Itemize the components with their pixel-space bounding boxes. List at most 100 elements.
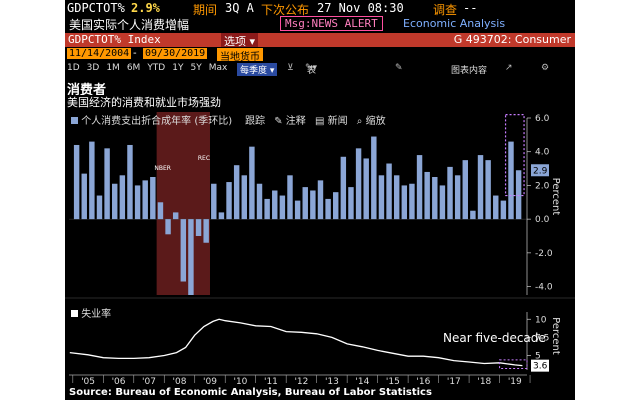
currency-dropdown[interactable]: 当地货币 bbox=[217, 48, 263, 61]
bar bbox=[96, 195, 103, 220]
bar bbox=[180, 219, 187, 282]
x-axis: '05 '06 '07 '08 '09 '10 '11 '12 '13 '14 '15 '16 '17 '… bbox=[69, 374, 531, 387]
share-icon[interactable]: ↗ bbox=[505, 63, 513, 73]
period-buttons: 1D 3D 1M 6M YTD 1Y 5Y Max bbox=[67, 63, 234, 73]
gear-icon[interactable]: ⚙ bbox=[541, 63, 550, 73]
bar bbox=[188, 219, 194, 295]
axis-title-upper: Percent bbox=[550, 178, 561, 216]
draw-icon[interactable]: ✎ bbox=[395, 63, 403, 73]
y-tick-label: -2.0 bbox=[535, 249, 553, 259]
bar bbox=[241, 175, 247, 220]
bar bbox=[279, 195, 286, 220]
last-value-label: 3.6 bbox=[533, 362, 548, 372]
bar bbox=[515, 170, 522, 220]
bar bbox=[409, 183, 415, 220]
bar bbox=[150, 177, 156, 220]
period-label: 期间 bbox=[193, 3, 218, 17]
bar bbox=[424, 171, 430, 220]
zoom-button[interactable]: 缩放 bbox=[365, 116, 386, 127]
options-button[interactable]: 选项 ▾ bbox=[221, 33, 259, 47]
annotate-icon[interactable]: ✎ bbox=[274, 116, 283, 127]
bar bbox=[447, 166, 453, 220]
news-alert-badge[interactable]: Msg:NEWS ALERT bbox=[280, 16, 383, 31]
ticker-value: 2.9% bbox=[131, 1, 160, 15]
bar bbox=[119, 175, 126, 220]
chart-subtitle: 美国经济的消费和就业市场强劲 bbox=[67, 96, 221, 108]
chart-type-icon[interactable]: ⊻ bbox=[287, 63, 294, 73]
bar bbox=[317, 180, 324, 220]
period-button-5y[interactable]: 5Y bbox=[190, 63, 202, 73]
bar bbox=[401, 185, 408, 220]
bar bbox=[485, 160, 491, 220]
news-button[interactable]: 新闻 bbox=[327, 116, 348, 127]
survey-label: 调查 bbox=[433, 3, 458, 17]
options-label: 选项 bbox=[224, 35, 246, 47]
chart-tools-icon[interactable]: ✎▾ bbox=[305, 63, 318, 73]
period-button-1d[interactable]: 1D bbox=[67, 63, 80, 73]
period-button-1m[interactable]: 1M bbox=[106, 63, 120, 73]
y-tick-label: 6.0 bbox=[535, 114, 550, 124]
legend-series-label: 失业率 bbox=[81, 309, 112, 320]
x-tick-label: '05 bbox=[81, 377, 95, 387]
bar bbox=[287, 175, 293, 220]
bar bbox=[340, 156, 347, 220]
bar bbox=[348, 187, 354, 220]
bar bbox=[112, 183, 118, 220]
chart-subtitle-row: 美国经济的消费和就业市场强劲 bbox=[65, 94, 575, 108]
bar bbox=[416, 155, 423, 220]
recession-label: REC bbox=[198, 155, 210, 162]
recession-label: NBER bbox=[154, 165, 171, 172]
bar bbox=[393, 175, 400, 220]
header-source-partial: Economic Analysis bbox=[403, 17, 506, 30]
bar bbox=[363, 158, 369, 220]
subtitle-row: 美国实际个人消费增幅 Msg:NEWS ALERT Economic Analy… bbox=[65, 16, 575, 33]
next-release-label: 下次公布 bbox=[261, 3, 310, 17]
chart-content-button[interactable]: 图表内容 bbox=[451, 66, 488, 76]
period-button-1y[interactable]: 1Y bbox=[172, 63, 184, 73]
bar bbox=[386, 163, 392, 220]
bar bbox=[462, 160, 468, 220]
frequency-dropdown[interactable]: 每季度 ▾ bbox=[237, 63, 278, 76]
bar bbox=[211, 183, 217, 220]
date-bar: 11/14/2004 - 09/30/2019 当地货币 bbox=[65, 48, 575, 61]
ticker-symbol: GDPCTOT% bbox=[67, 1, 125, 15]
bar bbox=[500, 200, 507, 220]
bar bbox=[310, 190, 316, 220]
period-button-3d[interactable]: 3D bbox=[86, 63, 100, 73]
bar bbox=[203, 219, 209, 243]
chart-title-row: 消费者 bbox=[65, 79, 575, 95]
news-icon[interactable]: ▤ bbox=[314, 116, 325, 127]
x-tick-label: '07 bbox=[142, 377, 156, 387]
header-subtitle: 美国实际个人消费增幅 bbox=[69, 18, 190, 32]
start-date-field[interactable]: 11/14/2004 bbox=[67, 48, 132, 59]
period-bar: 1D 3D 1M 6M YTD 1Y 5Y Max 每季度 ▾ ⊻ ✎▾ 表 ✎ 图表内容 ↗… bbox=[65, 63, 575, 76]
x-tick-label: '17 bbox=[447, 377, 461, 387]
bar bbox=[172, 212, 179, 220]
x-tick-label: '09 bbox=[203, 377, 217, 387]
annotate-button[interactable]: 注释 bbox=[285, 116, 306, 127]
chart-tools: 跟踪 ✎ 注释 ▤ 新闻 ⌕ 缩放 bbox=[245, 112, 386, 127]
bar bbox=[355, 148, 362, 220]
bar bbox=[439, 185, 446, 220]
table-button[interactable]: 表 bbox=[307, 66, 317, 76]
date-separator: - bbox=[133, 48, 137, 59]
x-tick-label: '18 bbox=[477, 377, 491, 387]
frequency-label: 每季度 bbox=[240, 66, 268, 76]
x-tick-label: '10 bbox=[233, 377, 247, 387]
period-button-max[interactable]: Max bbox=[208, 63, 228, 73]
zoom-icon[interactable]: ⌕ bbox=[356, 116, 363, 127]
toolbar: GDPCTOT% Index 选项 ▾ G 493702: Consumer bbox=[65, 33, 575, 47]
end-date-field[interactable]: 09/30/2019 bbox=[143, 48, 208, 59]
track-button[interactable]: 跟踪 bbox=[245, 116, 265, 127]
bar bbox=[432, 177, 438, 220]
x-tick-label: '08 bbox=[173, 377, 187, 387]
bar bbox=[233, 165, 240, 220]
toolbar-right-label: G 493702: Consumer bbox=[453, 33, 571, 46]
x-tick-label: '16 bbox=[416, 377, 430, 387]
last-value-box bbox=[531, 164, 549, 177]
y-tick-label: 2.0 bbox=[535, 181, 550, 191]
period-button-6m[interactable]: 6M bbox=[126, 63, 141, 73]
period-button-ytd[interactable]: YTD bbox=[147, 63, 166, 73]
